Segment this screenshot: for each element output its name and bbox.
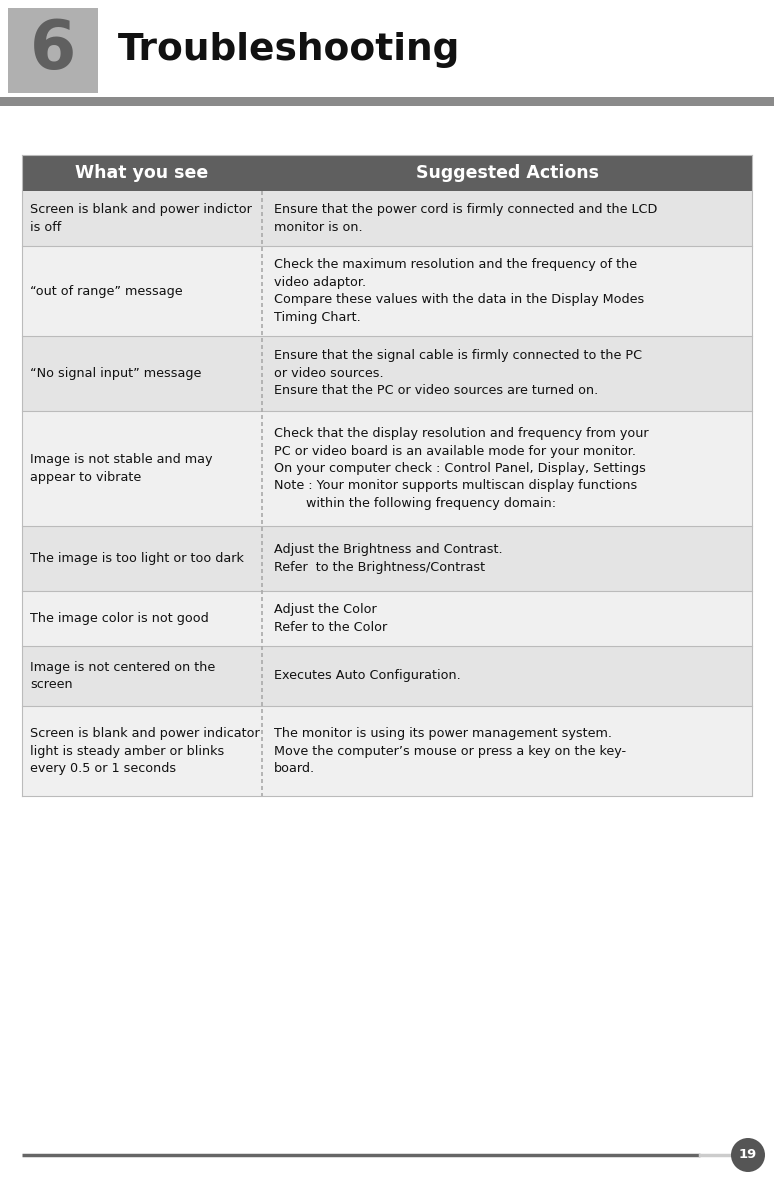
Text: 6: 6 [30, 18, 76, 83]
Text: Image is not centered on the
screen: Image is not centered on the screen [30, 660, 215, 691]
Text: The monitor is using its power management system.
Move the computer’s mouse or p: The monitor is using its power managemen… [274, 727, 626, 775]
Bar [22, 706, 752, 796]
Text: Image is not stable and may
appear to vibrate: Image is not stable and may appear to vi… [30, 453, 213, 484]
Text: “No signal input” message: “No signal input” message [30, 367, 201, 380]
Bar [22, 411, 752, 526]
Bar [22, 192, 752, 246]
Text: Executes Auto Configuration.: Executes Auto Configuration. [274, 670, 461, 683]
Bar [22, 591, 752, 646]
Text: Suggested Actions: Suggested Actions [416, 164, 598, 182]
Text: Screen is blank and power indicator
light is steady amber or blinks
every 0.5 or: Screen is blank and power indicator ligh… [30, 727, 260, 775]
Text: Adjust the Brightness and Contrast.
Refer  to the Brightness/Contrast: Adjust the Brightness and Contrast. Refe… [274, 544, 502, 574]
Bar [22, 336, 752, 411]
Text: Check that the display resolution and frequency from your
PC or video board is a: Check that the display resolution and fr… [274, 427, 649, 511]
Bar [8, 8, 98, 93]
Text: The image color is not good: The image color is not good [30, 612, 209, 625]
Text: “out of range” message: “out of range” message [30, 284, 183, 298]
Bar [22, 646, 752, 706]
Text: 19: 19 [739, 1148, 757, 1161]
Bar [22, 246, 752, 336]
Bar [0, 98, 774, 106]
Text: Check the maximum resolution and the frequency of the
video adaptor.
Compare the: Check the maximum resolution and the fre… [274, 258, 644, 324]
Text: The image is too light or too dark: The image is too light or too dark [30, 552, 244, 565]
Bar [22, 526, 752, 591]
Text: Ensure that the signal cable is firmly connected to the PC
or video sources.
Ens: Ensure that the signal cable is firmly c… [274, 350, 642, 397]
Text: Troubleshooting: Troubleshooting [118, 32, 461, 69]
Text: Screen is blank and power indictor
is off: Screen is blank and power indictor is of… [30, 203, 252, 233]
Circle shape [731, 1138, 765, 1172]
Text: Ensure that the power cord is firmly connected and the LCD
monitor is on.: Ensure that the power cord is firmly con… [274, 203, 657, 233]
Text: Adjust the Color
Refer to the Color: Adjust the Color Refer to the Color [274, 603, 387, 634]
Text: What you see: What you see [75, 164, 209, 182]
Bar [22, 155, 752, 192]
